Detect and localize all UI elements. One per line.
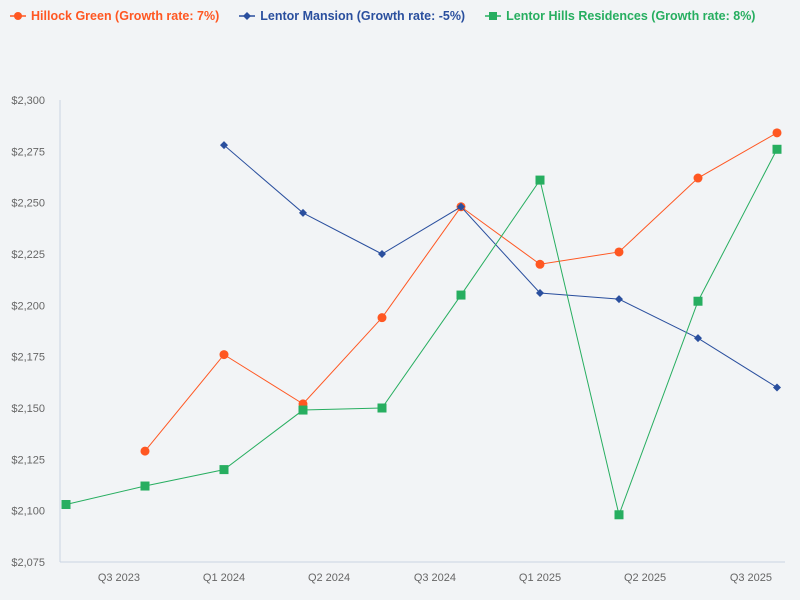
legend-item[interactable]: Hillock Green (Growth rate: 7%)	[10, 9, 219, 23]
data-point	[614, 247, 624, 257]
x-tick-label: Q1 2025	[519, 572, 561, 584]
y-tick-label: $2,175	[11, 352, 45, 364]
y-tick-label: $2,225	[11, 249, 45, 261]
data-point	[378, 250, 386, 258]
y-tick-label: $2,150	[11, 403, 45, 415]
y-tick-label: $2,250	[11, 198, 45, 210]
data-point	[457, 202, 465, 211]
legend: Hillock Green (Growth rate: 7%) Lentor Ma…	[10, 9, 755, 23]
legend-label: Lentor Hills Residences (Growth rate: 8%…	[506, 9, 756, 23]
y-tick-label: $2,100	[11, 506, 45, 518]
data-point	[219, 350, 229, 360]
circle-marker-icon	[10, 12, 26, 20]
legend-label: Hillock Green (Growth rate: 7%)	[31, 9, 220, 23]
square-marker-icon	[485, 12, 502, 20]
data-point	[693, 296, 703, 306]
y-tick-label: $2,125	[11, 454, 45, 466]
data-point	[140, 481, 150, 491]
data-point	[61, 500, 71, 510]
data-point	[535, 259, 545, 269]
data-point	[694, 334, 702, 343]
x-tick-label: Q2 2025	[624, 572, 666, 584]
x-tick-label: Q3 2023	[98, 572, 140, 584]
legend-item[interactable]: Lentor Mansion (Growth rate: -5%)	[239, 9, 465, 23]
data-point	[456, 290, 466, 300]
data-point	[615, 295, 623, 304]
y-tick-label: $2,300	[11, 95, 45, 107]
data-point	[693, 173, 703, 183]
legend-label: Lentor Mansion (Growth rate: -5%)	[260, 9, 466, 23]
data-point	[614, 510, 624, 520]
series-line-2	[65, 149, 778, 517]
data-point	[298, 405, 308, 415]
data-point	[772, 128, 782, 138]
x-tick-label: Q3 2024	[414, 572, 456, 584]
x-tick-label: Q2 2024	[308, 572, 350, 584]
data-point	[535, 175, 545, 185]
data-point	[536, 289, 544, 298]
data-point	[772, 144, 782, 154]
data-point	[140, 446, 150, 456]
data-point	[219, 465, 229, 475]
y-tick-label: $2,275	[11, 146, 45, 158]
data-point	[377, 403, 387, 413]
x-tick-label: Q3 2025	[730, 572, 772, 584]
y-tick-label: $2,075	[11, 557, 45, 569]
series-line-1	[223, 144, 778, 388]
legend-item[interactable]: Lentor Hills Residences (Growth rate: 8%…	[485, 9, 755, 23]
data-point	[773, 383, 781, 392]
diamond-marker-icon	[239, 12, 256, 20]
data-point	[299, 208, 307, 217]
data-point	[220, 141, 228, 150]
data-point	[377, 313, 387, 323]
y-tick-label: $2,200	[11, 300, 45, 312]
x-tick-label: Q1 2024	[203, 572, 245, 584]
